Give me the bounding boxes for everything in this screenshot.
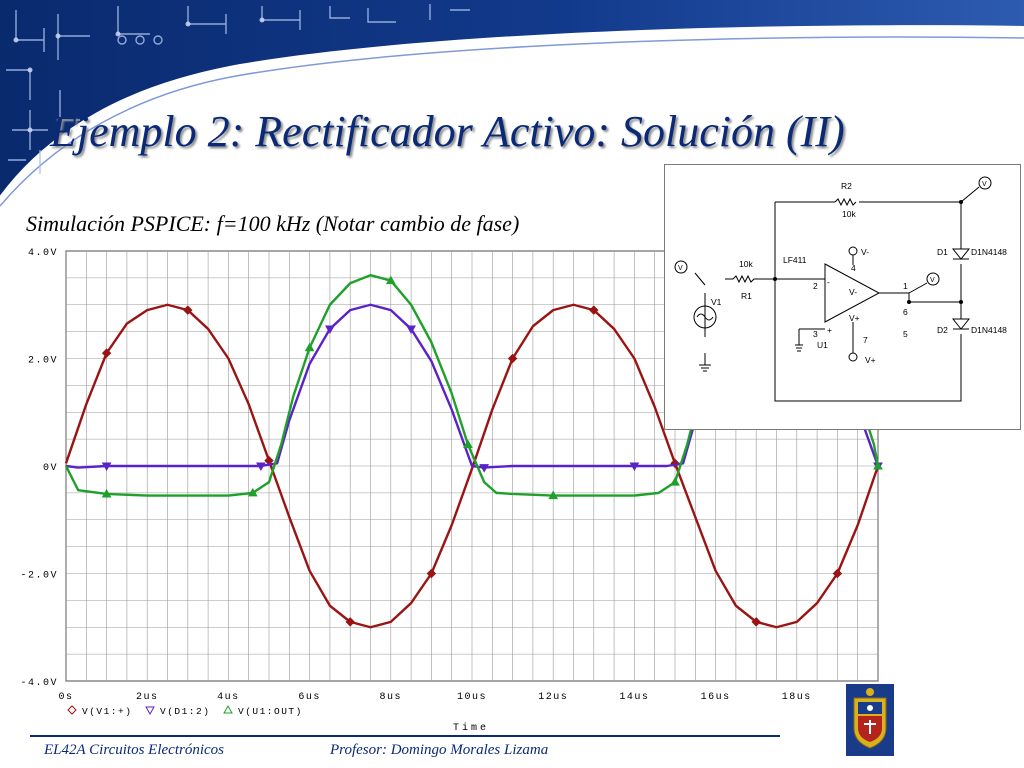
- x-tick-label: 8us: [380, 692, 403, 703]
- series-v-v1: [64, 303, 880, 629]
- data-point-v-v1: [832, 568, 843, 579]
- svg-text:V-: V-: [861, 247, 869, 257]
- data-point-v-v1: [101, 348, 112, 358]
- data-point-v-v1: [507, 353, 518, 364]
- svg-text:D1: D1: [937, 247, 948, 257]
- y-tick-label: -2.0V: [20, 571, 58, 582]
- x-tick-label: 14us: [619, 692, 649, 703]
- x-tick-label: 2us: [136, 692, 159, 703]
- x-axis-label: Time: [453, 722, 489, 734]
- circuit-schematic: R2 10k V D1 D1N4148 V- LF411 4 10k R1 V …: [664, 164, 1021, 430]
- svg-text:1: 1: [903, 281, 908, 291]
- svg-text:6: 6: [903, 307, 908, 317]
- legend-item-v-d1-2: V(D1:2): [145, 706, 210, 717]
- svg-text:7: 7: [863, 335, 868, 345]
- data-point-v-d1-2: [325, 325, 335, 334]
- svg-text:-: -: [827, 277, 830, 287]
- data-point-v-u1-out: [385, 275, 396, 285]
- x-tick-label: 10us: [457, 692, 487, 703]
- y-tick-label: 4.0V: [28, 248, 58, 259]
- svg-text:3: 3: [813, 329, 818, 339]
- course-name: EL42A Circuitos Electrónicos: [44, 742, 224, 758]
- chart-legend: V(V1:+) V(D1:2) V(U1:OUT): [67, 704, 303, 717]
- university-crest-logo: [846, 684, 894, 756]
- svg-text:V1: V1: [711, 297, 722, 307]
- svg-text:2: 2: [813, 281, 818, 291]
- x-tick-label: 16us: [701, 692, 731, 703]
- legend-label-v-u1-out: V(U1:OUT): [238, 706, 303, 717]
- svg-text:D1N4148: D1N4148: [971, 247, 1007, 257]
- data-point-v-v1: [426, 568, 437, 579]
- data-point-v-v1: [589, 305, 599, 315]
- legend-item-v-u1-out: V(U1:OUT): [223, 704, 303, 717]
- series-line-v-v1: [64, 303, 880, 629]
- svg-text:U1: U1: [817, 340, 828, 350]
- x-tick-label: 4us: [217, 692, 240, 703]
- data-point-v-u1-out: [304, 342, 315, 352]
- svg-text:10k: 10k: [739, 259, 753, 269]
- data-point-v-v1: [670, 458, 680, 469]
- data-point-v-u1-out: [463, 439, 473, 448]
- svg-text:D2: D2: [937, 325, 948, 335]
- y-tick-label: 0V: [43, 463, 58, 474]
- x-tick-label: 12us: [538, 692, 568, 703]
- data-point-v-u1-out: [548, 490, 559, 500]
- x-tick-label: 18us: [782, 692, 812, 703]
- y-tick-label: 2.0V: [28, 356, 58, 367]
- data-point-v-d1-2: [479, 464, 490, 473]
- legend-marker-v-u1-out: [223, 704, 233, 714]
- x-tick-label: 0s: [58, 692, 73, 703]
- svg-text:5: 5: [903, 329, 908, 339]
- svg-text:R2: R2: [841, 181, 852, 191]
- data-point-v-v1: [183, 305, 193, 315]
- data-point-v-u1-out: [247, 487, 258, 497]
- data-point-v-v1: [751, 617, 761, 627]
- svg-text:V+: V+: [865, 355, 876, 365]
- data-point-v-d1-2: [256, 462, 266, 472]
- legend-marker-v-v1: [67, 705, 77, 715]
- legend-label-v-v1: V(V1:+): [82, 706, 132, 717]
- slide-title: Ejemplo 2: Rectificador Activo: Solución…: [50, 107, 845, 156]
- legend-item-v-v1: V(V1:+): [67, 705, 132, 717]
- svg-text:+: +: [827, 325, 832, 335]
- y-tick-label: -4.0V: [20, 678, 58, 689]
- data-point-v-u1-out: [873, 460, 883, 470]
- svg-text:LF411: LF411: [783, 255, 807, 265]
- data-point-v-v1: [345, 617, 355, 627]
- slide-subtitle: Simulación PSPICE: f=100 kHz (Notar camb…: [26, 211, 520, 236]
- svg-text:4: 4: [851, 263, 856, 273]
- professor-name: Profesor: Domingo Morales Lizama: [330, 742, 549, 758]
- svg-text:10k: 10k: [842, 209, 856, 219]
- footer-divider: [30, 735, 780, 737]
- svg-text:V: V: [982, 181, 987, 188]
- data-point-v-d1-2: [101, 462, 112, 472]
- svg-text:V-: V-: [849, 287, 857, 297]
- svg-text:V: V: [678, 265, 683, 272]
- x-tick-label: 6us: [298, 692, 321, 703]
- legend-marker-v-d1-2: [145, 706, 155, 716]
- data-point-v-d1-2: [406, 325, 416, 334]
- data-point-v-u1-out: [670, 477, 680, 486]
- data-point-v-u1-out: [101, 488, 112, 498]
- data-point-v-d1-2: [629, 462, 640, 472]
- svg-text:V+: V+: [849, 313, 860, 323]
- svg-text:D1N4148: D1N4148: [971, 325, 1007, 335]
- legend-label-v-d1-2: V(D1:2): [160, 706, 210, 717]
- svg-text:V: V: [930, 277, 935, 284]
- svg-text:R1: R1: [741, 291, 752, 301]
